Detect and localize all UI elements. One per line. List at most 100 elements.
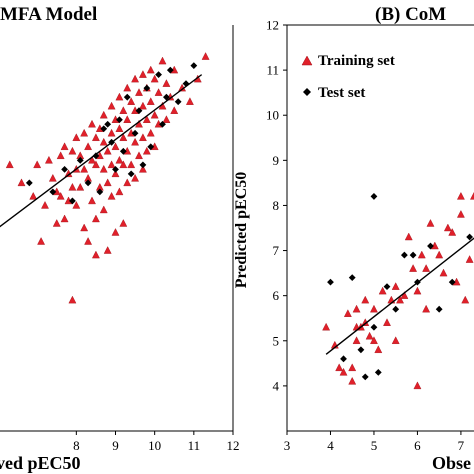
panel-b-x-tick-label: 5 <box>371 438 378 453</box>
panel-a-test-point <box>76 156 84 164</box>
panel-a-test-point <box>131 129 139 137</box>
panel-a-training-point <box>131 137 140 146</box>
panel-a-test-point <box>123 93 131 101</box>
panel-b-trendline <box>325 237 474 355</box>
panel-a-test-point <box>61 165 68 173</box>
panel-b-test-point <box>409 251 417 259</box>
legend-test-marker <box>303 88 311 96</box>
panel-b-training-point <box>435 250 444 259</box>
panel-a-x-tick-label: 8 <box>73 438 80 453</box>
panel-a-training-point <box>5 160 14 169</box>
panel-a-test-point <box>135 107 143 115</box>
panel-a-training-point <box>99 110 108 119</box>
panel-a-training-point <box>48 173 57 182</box>
panel-b-training-point <box>374 345 383 353</box>
panel-a-training-point <box>138 101 147 110</box>
panel-a-training-point <box>76 182 85 191</box>
panel-b-training-point <box>456 191 465 200</box>
panel-a-training-point <box>119 160 128 169</box>
panel-a-training-point <box>56 151 65 160</box>
panel-b-training-point <box>352 304 361 313</box>
panel-b-training-point <box>417 250 426 259</box>
panel-a-test-point <box>143 84 151 92</box>
panel-a-training-point <box>162 115 171 123</box>
panel-b-test-point <box>374 368 382 376</box>
panel-b-test-point <box>392 305 400 313</box>
panel-a-training-point <box>115 155 124 164</box>
panel-b-training-point <box>335 363 344 372</box>
panel-a-training-point <box>111 142 120 150</box>
panel-b-y-tick-label: 9 <box>273 153 280 168</box>
panel-b-training-point <box>391 336 400 344</box>
panel-a-training-point <box>60 142 69 150</box>
panel-a-training-point <box>115 124 124 132</box>
panel-a-training-point <box>127 160 136 169</box>
panel-b-y-tick-label: 4 <box>273 378 280 393</box>
panel-b-training-point <box>378 286 387 295</box>
panel-a-test-point <box>139 161 147 169</box>
panel-a-training-point <box>41 201 49 209</box>
panel-a-test-point <box>159 120 166 128</box>
panel-a-training-point <box>135 88 143 96</box>
panel-a-training-point <box>52 219 61 227</box>
panel-a-test-point <box>166 66 174 74</box>
panel-b-training-point <box>361 295 370 304</box>
panel-a-training-point <box>107 101 116 110</box>
panel-a-test-point <box>163 93 170 101</box>
panel-a-test-point <box>100 125 108 133</box>
panel-a-training-point <box>123 115 132 123</box>
panel-a-test-point <box>92 152 100 160</box>
panel-b-training-point <box>348 363 357 372</box>
panel-a-training-point <box>68 182 77 191</box>
panel-a-training-point <box>72 201 81 209</box>
panel-b-y-tick-label: 7 <box>273 243 280 258</box>
panel-a-training-point <box>72 133 81 141</box>
panel-a-test-point <box>112 165 119 173</box>
panel-a-training-point <box>146 128 155 137</box>
panel-a-plot-area <box>0 52 210 304</box>
panel-b-training-point <box>456 210 465 218</box>
panel-a: MFA Model 8 9 10 11 12 ved pEC50 <box>0 4 240 473</box>
panel-b-y-tick-label: 11 <box>266 63 279 78</box>
panel-a-test-point <box>190 62 198 69</box>
panel-b-y-tick-label: 8 <box>273 198 280 213</box>
panel-a-test-point <box>127 170 135 178</box>
panel-b-y-tick-label: 10 <box>266 108 279 123</box>
panel-a-test-point <box>104 120 112 128</box>
panel-a-training-point <box>119 219 128 227</box>
panel-b-test-point <box>357 346 365 354</box>
panel-a-x-tick-label: 11 <box>188 438 201 453</box>
panel-a-trendline <box>0 74 203 228</box>
panel-b-training-point <box>439 268 448 277</box>
panel-b-test-point <box>370 193 378 200</box>
panel-a-training-point <box>80 223 89 232</box>
panel-a-x-axis-label-text: ved pEC50 <box>0 453 81 473</box>
panel-a-training-point <box>138 133 147 141</box>
panel-b-test-point <box>348 274 356 282</box>
panel-a-test-point <box>147 143 155 151</box>
panel-a-training-point <box>131 173 140 182</box>
panel-a-training-point <box>111 169 120 178</box>
panel-b-training-point <box>396 295 404 304</box>
panel-a-training-point <box>99 164 108 173</box>
panel-a-training-point <box>84 237 93 245</box>
panel-b-training-point <box>461 295 470 304</box>
panel-b-training-point <box>339 367 348 376</box>
panel-b-frame <box>286 24 474 432</box>
panel-a-training-point <box>115 187 124 196</box>
panel-a-x-tick-label: 12 <box>227 438 240 453</box>
legend-training-label: Training set <box>318 53 395 69</box>
panel-b-test-point <box>400 251 408 259</box>
panel-b-y-ticks: 4 5 6 7 8 9 10 11 12 <box>266 18 287 393</box>
panel-b-training-point <box>426 219 435 227</box>
panel-b-test-point <box>466 233 474 241</box>
panel-b-training-point <box>348 376 357 385</box>
panel-b-test-point <box>427 242 434 250</box>
panel-a-training-point <box>56 191 65 200</box>
panel-a-training-point <box>91 250 100 259</box>
panel-a-training-point <box>44 155 53 164</box>
panel-a-training-point <box>158 56 167 65</box>
panel-b-training-point <box>370 304 378 313</box>
panel-a-training-point <box>91 133 100 141</box>
